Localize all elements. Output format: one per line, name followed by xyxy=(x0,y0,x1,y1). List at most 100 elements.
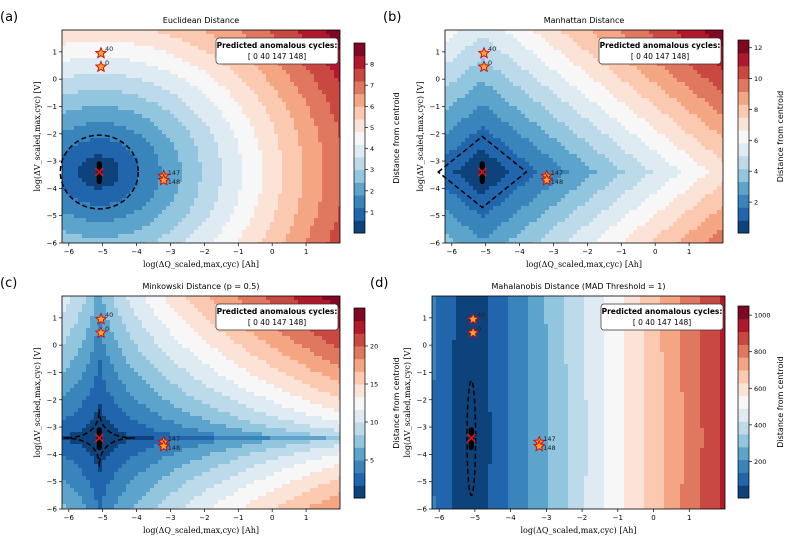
colorbar-segment xyxy=(738,94,749,99)
colorbar-segment xyxy=(354,317,365,322)
colorbar-label: Distance from centroid xyxy=(776,356,785,448)
colorbar-label: Distance from centroid xyxy=(392,92,401,184)
colorbar-segment xyxy=(354,336,365,341)
colorbar-segment xyxy=(738,331,749,336)
colorbar-segment xyxy=(738,443,749,448)
y-tick-label: 1 xyxy=(53,48,57,56)
colorbar-segment xyxy=(738,494,749,499)
colorbar-segment xyxy=(354,179,365,183)
colorbar-segment xyxy=(738,418,749,422)
colorbar-segment xyxy=(738,462,749,467)
colorbar-tick-label: 10 xyxy=(370,419,378,427)
anomaly-label: 147 xyxy=(543,435,555,443)
colorbar-segment xyxy=(738,478,749,483)
colorbar-segment xyxy=(738,59,749,64)
colorbar-segment xyxy=(354,74,365,79)
anomaly-point: 148 xyxy=(540,173,563,186)
y-tick-label: −6 xyxy=(430,240,441,248)
colorbar-segment xyxy=(738,162,749,166)
colorbar-segment xyxy=(354,333,365,337)
colorbar-segment xyxy=(738,373,749,377)
colorbar-segment xyxy=(738,402,749,406)
anomaly-point: 148 xyxy=(157,439,180,452)
colorbar-segment xyxy=(354,134,365,139)
colorbar-segment xyxy=(738,459,749,464)
colorbar-segment xyxy=(354,68,365,72)
anomaly-point: 148 xyxy=(532,439,556,452)
x-tick-label: −6 xyxy=(434,514,445,522)
colorbar-segment xyxy=(738,152,749,157)
colorbar-segment xyxy=(738,357,749,361)
y-tick-label: 0 xyxy=(53,76,57,84)
colorbar-segment xyxy=(354,157,365,161)
colorbar-segment xyxy=(738,171,749,176)
x-tick-label: −1 xyxy=(613,514,623,522)
colorbar-segment xyxy=(738,226,749,231)
colorbar-segment xyxy=(738,376,749,381)
colorbar-segment xyxy=(738,168,749,173)
colorbar-segment xyxy=(354,308,365,312)
x-tick-label: −6 xyxy=(447,248,458,256)
colorbar-segment xyxy=(354,349,365,353)
y-tick-label: −2 xyxy=(47,130,57,138)
colorbar-segment xyxy=(738,78,749,83)
colorbar-segment xyxy=(738,395,749,400)
colorbar-segment xyxy=(354,327,365,331)
x-tick-label: −1 xyxy=(233,514,243,522)
anomaly-point: 40 xyxy=(477,45,496,59)
colorbar-segment xyxy=(738,482,749,486)
colorbar-segment xyxy=(738,68,749,73)
colorbar-segment xyxy=(738,101,749,105)
annotation-box: Predicted anomalous cycles: [ 0 40 147 14… xyxy=(215,303,339,331)
colorbar-segment xyxy=(354,52,365,57)
colorbar-segment xyxy=(738,437,749,441)
colorbar-segment xyxy=(354,346,365,350)
anomaly-label: 40 xyxy=(477,311,485,319)
colorbar-segment xyxy=(738,120,749,125)
anomaly-star xyxy=(94,46,108,59)
colorbar-segment xyxy=(738,43,749,47)
colorbar-tick-label: 4 xyxy=(370,145,374,153)
colorbar-segment xyxy=(738,306,749,310)
colorbar-segment xyxy=(738,360,749,365)
colorbar-segment xyxy=(738,421,749,425)
colorbar-segment xyxy=(354,380,365,385)
colorbar-segment xyxy=(738,178,749,183)
annotation-box: Predicted anomalous cycles: [ 0 40 147 14… xyxy=(215,37,339,65)
colorbar-segment xyxy=(354,314,365,318)
colorbar-segment xyxy=(354,425,365,429)
colorbar-segment xyxy=(354,90,365,95)
colorbar-tick-label: 7 xyxy=(370,82,374,90)
colorbar-segment xyxy=(354,150,365,155)
anomaly-point: 0 xyxy=(94,59,109,73)
x-tick-label: −5 xyxy=(98,248,108,256)
colorbar-segment xyxy=(354,441,365,445)
x-tick-label: −2 xyxy=(199,248,209,256)
colorbar-segment xyxy=(738,347,749,352)
colorbar-segment xyxy=(738,117,749,121)
y-tick-label: 0 xyxy=(423,342,427,350)
colorbar-segment xyxy=(738,223,749,228)
colorbar-segment xyxy=(354,131,365,136)
colorbar-segment xyxy=(354,320,365,325)
annotation-title: Predicted anomalous cycles: xyxy=(217,307,338,316)
colorbar-segment xyxy=(738,142,749,147)
colorbar-segment xyxy=(354,475,365,480)
colorbar-segment xyxy=(354,172,365,177)
anomaly-label: 148 xyxy=(168,178,180,186)
y-tick-label: −5 xyxy=(417,478,427,486)
colorbar-tick-label: 6 xyxy=(754,137,758,145)
colorbar-segment xyxy=(738,450,749,454)
colorbar-segment xyxy=(354,207,365,212)
normal-point xyxy=(96,427,102,433)
colorbar-segment xyxy=(354,112,365,117)
colorbar-segment xyxy=(354,188,365,193)
colorbar: 200 400 600 800 1000 Distance from centroid xyxy=(737,305,785,499)
colorbar-segment xyxy=(354,494,365,499)
colorbar-segment xyxy=(738,113,749,118)
colorbar-segment xyxy=(738,220,749,224)
colorbar-segment xyxy=(354,182,365,186)
colorbar-segment xyxy=(354,115,365,120)
y-tick-label: 0 xyxy=(53,342,57,350)
